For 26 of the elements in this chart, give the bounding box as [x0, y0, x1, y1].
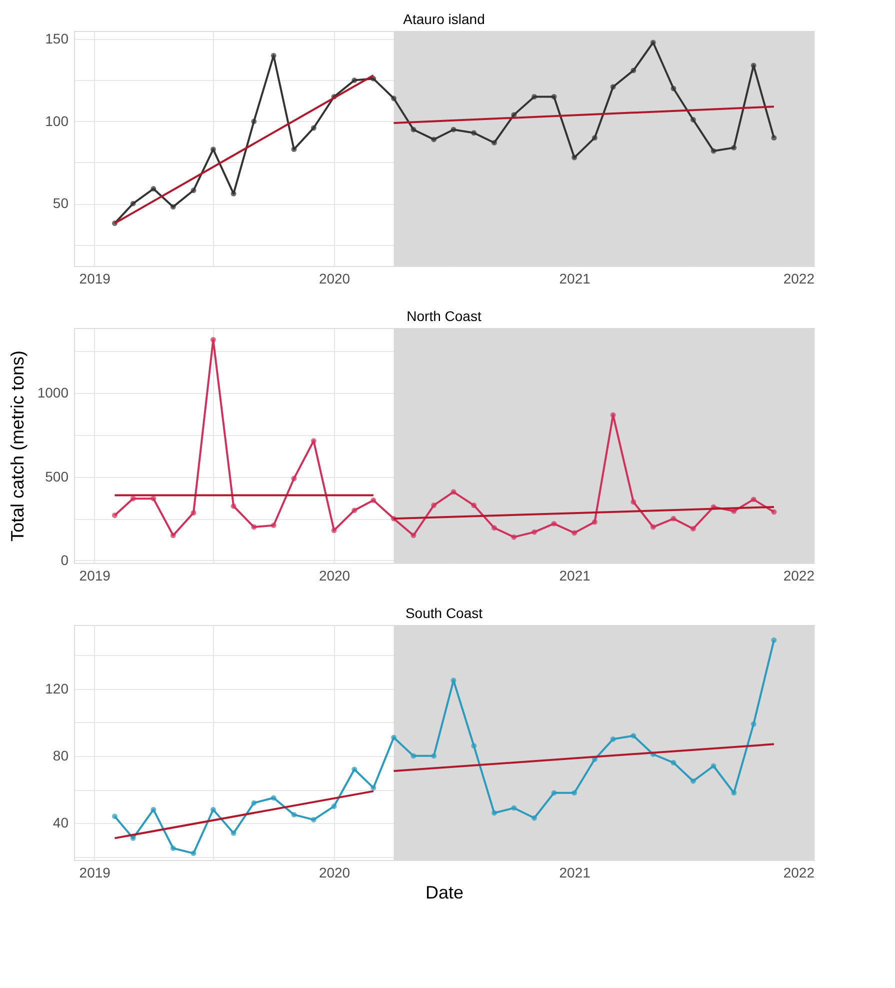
x-axis-title: Date	[425, 882, 464, 902]
x-tick-label: 2020	[318, 568, 350, 584]
y-axis-title: Total catch (metric tons)	[7, 350, 28, 542]
y-tick-label: 500	[45, 468, 69, 484]
x-tick-label: 2020	[318, 864, 350, 880]
y-tick-label: 80	[52, 747, 69, 764]
x-tick-label: 2022	[783, 270, 815, 286]
x-tick-label: 2019	[79, 568, 111, 584]
y-tick-label: 50	[52, 195, 69, 212]
y-tick-label: 120	[45, 680, 69, 696]
y-tick-label: 0	[60, 552, 69, 568]
chart-title: South Coast	[405, 605, 483, 621]
x-tick-label: 2021	[559, 864, 591, 880]
y-tick-label: 40	[52, 814, 69, 831]
y-tick-label: 150	[45, 30, 69, 47]
y-tick-label: 1000	[37, 384, 69, 401]
x-tick-label: 2019	[79, 270, 111, 286]
chart-title: Atauro island	[403, 11, 485, 27]
x-tick-label: 2021	[559, 568, 591, 584]
x-tick-label: 2021	[559, 270, 591, 286]
x-tick-label: 2020	[318, 270, 350, 286]
y-tick-label: 100	[45, 112, 69, 129]
x-tick-label: 2019	[79, 864, 111, 880]
chart-title: North Coast	[406, 308, 482, 324]
x-tick-label: 2022	[783, 864, 815, 880]
x-tick-label: 2022	[783, 568, 815, 584]
